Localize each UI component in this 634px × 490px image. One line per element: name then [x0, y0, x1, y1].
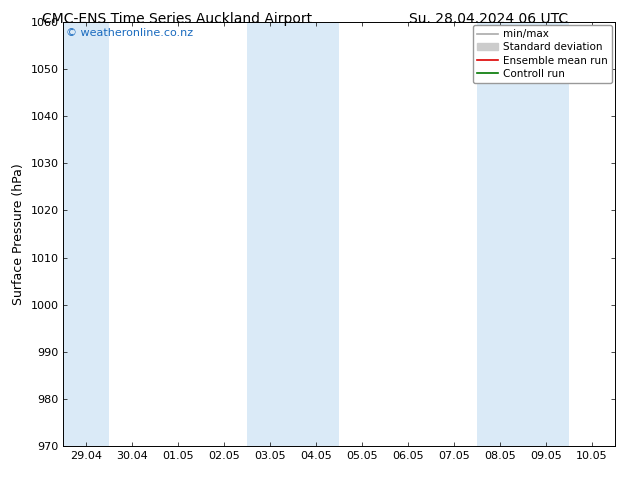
Y-axis label: Surface Pressure (hPa): Surface Pressure (hPa) — [12, 163, 25, 305]
Bar — [63, 22, 110, 446]
Text: Su. 28.04.2024 06 UTC: Su. 28.04.2024 06 UTC — [409, 12, 567, 26]
Legend: min/max, Standard deviation, Ensemble mean run, Controll run: min/max, Standard deviation, Ensemble me… — [473, 25, 612, 83]
Text: © weatheronline.co.nz: © weatheronline.co.nz — [66, 28, 193, 38]
Text: CMC-ENS Time Series Auckland Airport: CMC-ENS Time Series Auckland Airport — [42, 12, 313, 26]
Bar — [247, 22, 339, 446]
Bar — [477, 22, 569, 446]
